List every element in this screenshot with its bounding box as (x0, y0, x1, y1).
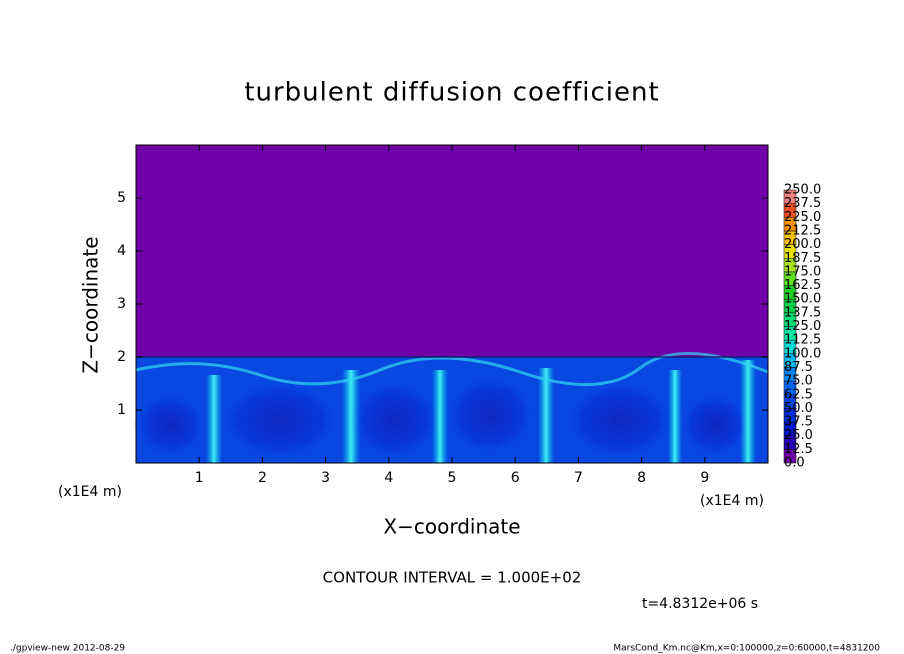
plume (342, 370, 360, 463)
plume (432, 370, 448, 463)
x-tick-label: 8 (637, 470, 646, 486)
colorbar-label: 87.5 (784, 360, 813, 375)
y-unit-label: (x1E4 m) (58, 484, 122, 500)
colorbar-label: 0.0 (784, 456, 805, 471)
footer-right: MarsCond_Km.nc@Km,x=0:100000,z=0:60000,t… (613, 644, 880, 654)
y-tick-label: 2 (117, 349, 126, 365)
colorbar-label: 112.5 (784, 333, 821, 348)
colorbar-label: 237.5 (784, 196, 821, 211)
x-tick-label: 4 (384, 470, 393, 486)
x-axis-label: X−coordinate (383, 515, 520, 539)
chart-title: turbulent diffusion coefficient (244, 78, 659, 108)
plume (740, 360, 756, 463)
x-unit-label: (x1E4 m) (700, 493, 764, 509)
colorbar-label: 200.0 (784, 237, 821, 252)
plume (135, 352, 769, 386)
plume (538, 368, 554, 463)
annotation: CONTOUR INTERVAL = 1.000E+02 (323, 569, 582, 587)
y-axis-label: Z−coordinate (79, 236, 103, 373)
eddy (445, 375, 535, 455)
y-tick-label: 4 (117, 243, 126, 259)
y-tick-label: 1 (117, 402, 126, 418)
x-tick-label: 5 (448, 470, 457, 486)
colorbar-label: 212.5 (784, 223, 821, 238)
plume (206, 375, 222, 463)
x-tick-label: 6 (511, 470, 520, 486)
eddy (350, 380, 440, 460)
eddy (565, 380, 675, 460)
eddy (134, 393, 206, 457)
colorbar-label: 175.0 (784, 264, 821, 279)
plume (668, 370, 682, 463)
colorbar-label: 225.0 (784, 210, 821, 225)
colorbar-label: 50.0 (784, 401, 813, 416)
y-tick-label: 5 (117, 190, 126, 206)
colorbar-label: 25.0 (784, 428, 813, 443)
colorbar-label: 150.0 (784, 292, 821, 307)
colorbar-label: 162.5 (784, 278, 821, 293)
footer-left: ./gpview-new 2012-08-29 (10, 644, 125, 654)
x-tick-label: 7 (574, 470, 583, 486)
colorbar-label: 137.5 (784, 305, 821, 320)
colorbar-label: 187.5 (784, 251, 821, 266)
x-tick-label: 2 (258, 470, 267, 486)
colorbar-label: 37.5 (784, 415, 813, 430)
x-tick-label: 3 (321, 470, 330, 486)
x-tick-label: 9 (700, 470, 709, 486)
colorbar-label: 250.0 (784, 183, 821, 198)
colorbar-label: 100.0 (784, 346, 821, 361)
eddy (220, 380, 340, 460)
annotation: t=4.8312e+06 s (642, 596, 758, 612)
colorbar-label: 62.5 (784, 387, 813, 402)
y-tick-label: 3 (117, 296, 126, 312)
colorbar-label: 12.5 (784, 442, 813, 457)
colorbar-label: 125.0 (784, 319, 821, 334)
x-tick-label: 1 (195, 470, 204, 486)
colorbar-label: 75.0 (784, 374, 813, 389)
eddy (680, 393, 750, 457)
colorbar-cell (783, 189, 797, 204)
field (134, 144, 769, 464)
